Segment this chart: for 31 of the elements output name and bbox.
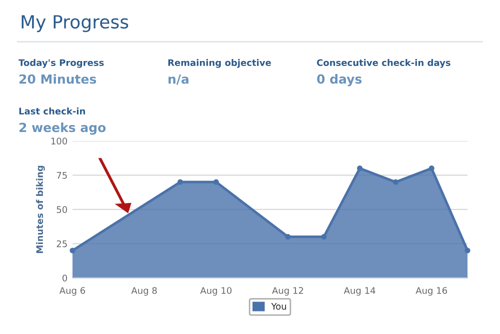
legend-label: You bbox=[271, 302, 286, 310]
text: Consecutive check-in days bbox=[316, 59, 450, 68]
x-tick-label: Aug 6 bbox=[59, 287, 86, 296]
point bbox=[392, 179, 398, 185]
text: Remaining objective bbox=[168, 59, 271, 68]
point bbox=[213, 179, 219, 185]
point bbox=[285, 234, 291, 240]
y-axis-title: Minutes of biking bbox=[36, 166, 45, 253]
chart-title: My Progress bbox=[22, 15, 128, 32]
y-tick-label: 75 bbox=[56, 172, 67, 179]
x-tick-label: Aug 12 bbox=[272, 287, 304, 296]
y-tick-label: 100 bbox=[51, 138, 68, 145]
text: 0 days bbox=[317, 74, 362, 86]
y-tick-label: 50 bbox=[56, 206, 68, 213]
text: Today's Progress bbox=[18, 59, 104, 68]
text: Last check-in bbox=[19, 108, 85, 115]
x-tick-label: Aug 14 bbox=[344, 287, 376, 296]
point bbox=[177, 179, 184, 185]
point bbox=[428, 166, 434, 172]
text: n/a bbox=[168, 74, 188, 85]
x-tick-label: Aug 10 bbox=[200, 287, 232, 296]
y-tick-label: 25 bbox=[56, 240, 67, 248]
point bbox=[356, 166, 363, 172]
y-tick-label: 0 bbox=[62, 274, 68, 282]
x-tick-label: Aug 8 bbox=[131, 287, 157, 296]
point bbox=[464, 248, 470, 254]
text: 2 weeks ago bbox=[19, 122, 106, 135]
point bbox=[70, 248, 76, 254]
point bbox=[321, 234, 327, 240]
x-tick-label: Aug 16 bbox=[416, 287, 448, 296]
text: 20 Minutes bbox=[19, 74, 96, 84]
